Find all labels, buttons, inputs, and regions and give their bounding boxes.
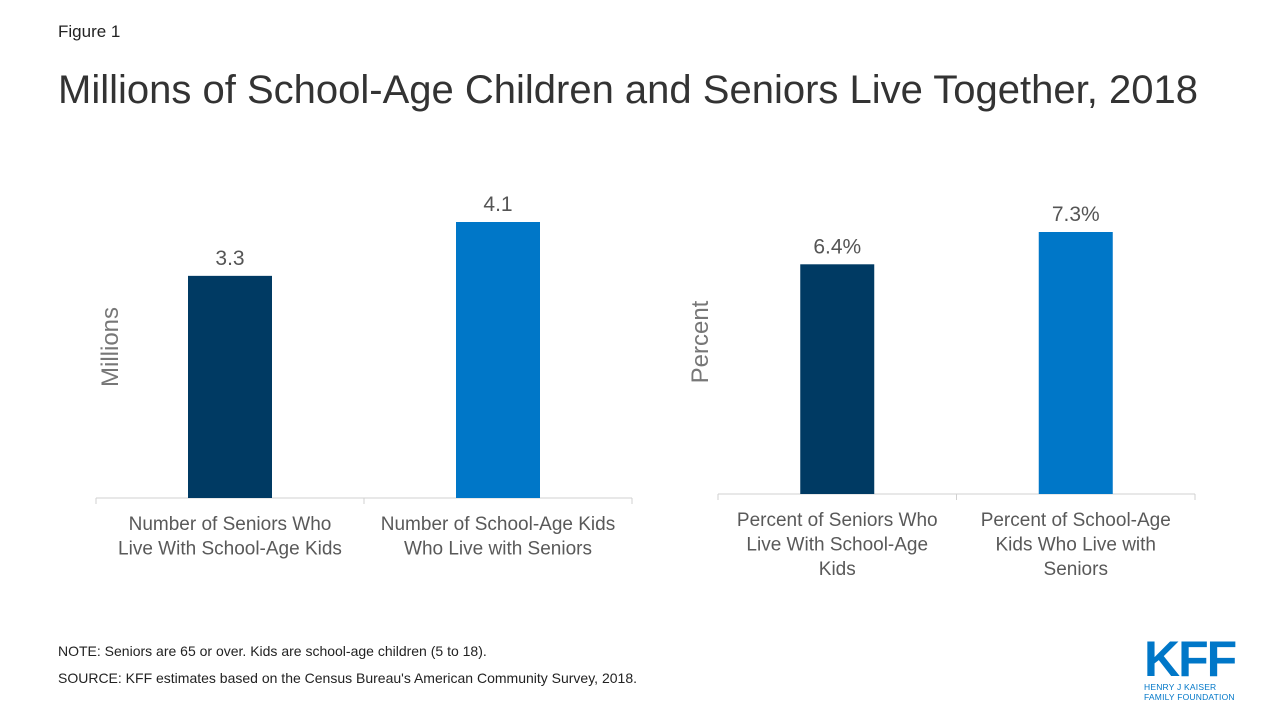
category-label-line: Live With School-Age Kids xyxy=(118,539,342,560)
category-label-line: Kids xyxy=(819,559,856,580)
chart-percent: Percent 6.4% Percent of Seniors Who Live Wi… xyxy=(687,203,1196,580)
y-axis-label: Percent xyxy=(687,300,714,383)
category-label-line: Live With School-Age xyxy=(746,535,928,556)
logo-line-1: HENRY J KAISER xyxy=(1144,682,1217,692)
note-text: NOTE: Seniors are 65 or over. Kids are s… xyxy=(58,643,487,659)
data-label: 7.3% xyxy=(1052,203,1100,226)
figure-label: Figure 1 xyxy=(58,22,121,41)
data-label: 3.3 xyxy=(215,247,244,270)
bar xyxy=(800,264,875,494)
bar xyxy=(456,222,540,498)
chart-millions: Millions 3.3 Number of Seniors Who Live Wit… xyxy=(95,193,633,560)
logo-line-2: FAMILY FOUNDATION xyxy=(1144,692,1235,702)
logo-wordmark: KFF xyxy=(1144,631,1237,687)
bar xyxy=(188,275,272,498)
chart-title: Millions of School-Age Children and Seni… xyxy=(58,68,1198,112)
category-label-line: Who Live with Seniors xyxy=(404,539,592,560)
category-label-line: Number of School-Age Kids xyxy=(381,514,615,535)
source-text: SOURCE: KFF estimates based on the Censu… xyxy=(58,670,637,686)
kff-logo: KFF HENRY J KAISER FAMILY FOUNDATION xyxy=(1144,631,1244,702)
data-label: 6.4% xyxy=(813,235,861,258)
category-label-line: Percent of School-Age xyxy=(981,510,1171,531)
y-axis-label: Millions xyxy=(97,307,124,387)
category-label-line: Percent of Seniors Who xyxy=(737,510,938,531)
category-label-line: Kids Who Live with xyxy=(995,535,1156,556)
data-label: 4.1 xyxy=(483,193,512,216)
category-label: Percent of School-Age Kids Who Live with S… xyxy=(981,510,1171,580)
category-label: Number of School-Age Kids Who Live with S… xyxy=(381,514,615,560)
category-label-line: Number of Seniors Who xyxy=(129,514,332,535)
category-label-line: Seniors xyxy=(1044,559,1108,580)
category-label: Number of Seniors Who Live With School-Ag… xyxy=(118,514,342,560)
bar xyxy=(1038,232,1113,494)
category-label: Percent of Seniors Who Live With School-A… xyxy=(737,510,938,580)
